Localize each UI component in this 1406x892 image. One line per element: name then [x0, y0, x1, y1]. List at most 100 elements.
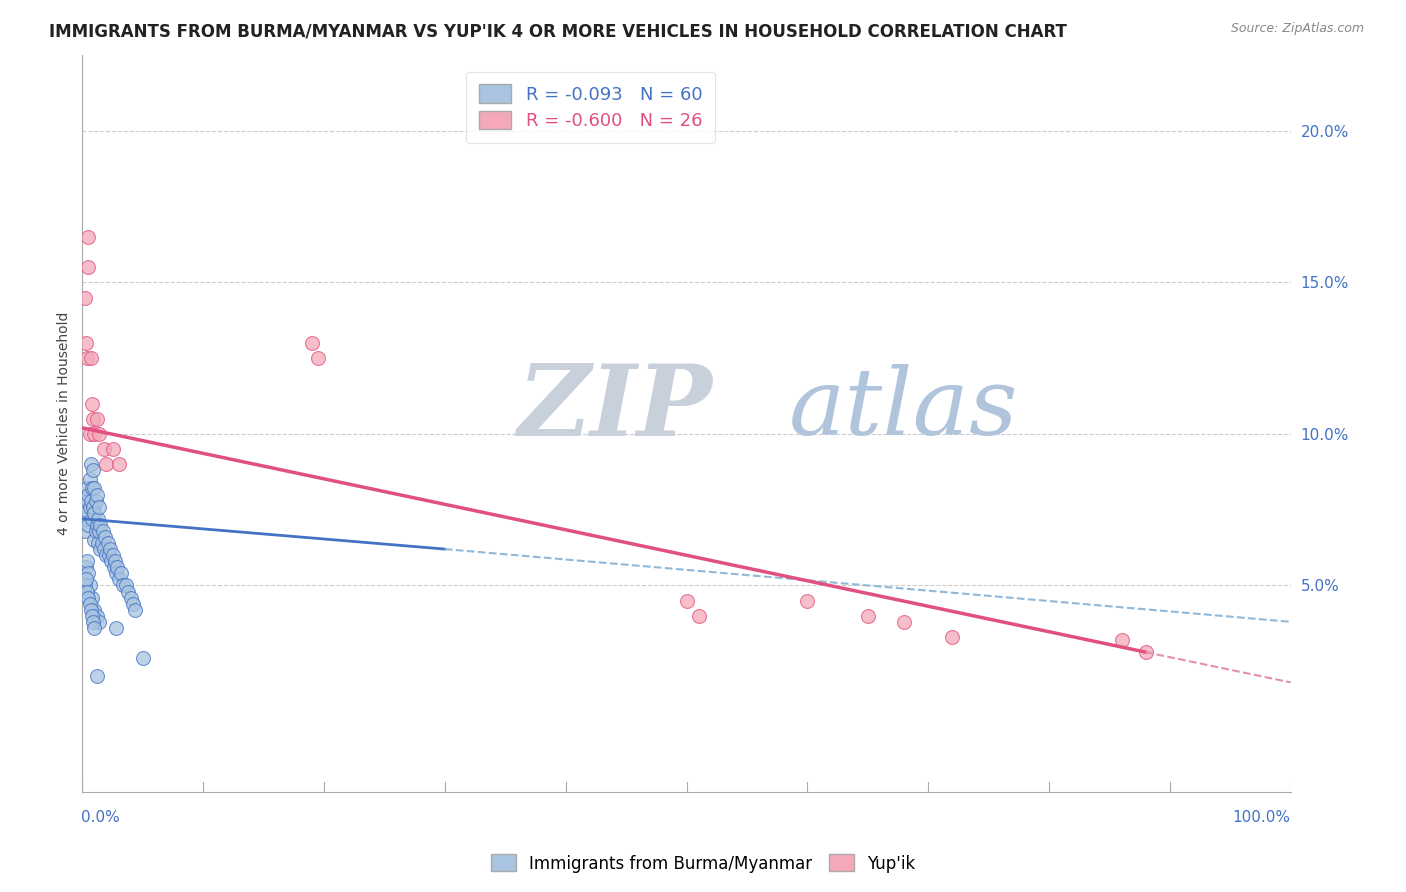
Point — [1111, 632, 1133, 647]
Point — [83, 482, 105, 496]
Point — [79, 472, 101, 486]
Point — [89, 524, 111, 538]
Point — [80, 493, 103, 508]
Point — [75, 560, 97, 574]
Point — [76, 493, 98, 508]
Point — [124, 603, 146, 617]
Point — [104, 554, 127, 568]
Point — [122, 597, 145, 611]
Point — [80, 482, 103, 496]
Point — [83, 426, 105, 441]
Point — [893, 615, 915, 629]
Point — [77, 230, 100, 244]
Point — [112, 578, 135, 592]
Point — [86, 517, 108, 532]
Point — [117, 584, 139, 599]
Point — [89, 426, 111, 441]
Text: IMMIGRANTS FROM BURMA/MYANMAR VS YUP'IK 4 OR MORE VEHICLES IN HOUSEHOLD CORRELAT: IMMIGRANTS FROM BURMA/MYANMAR VS YUP'IK … — [49, 22, 1067, 40]
Point — [80, 457, 103, 471]
Point — [84, 493, 107, 508]
Point — [76, 482, 98, 496]
Point — [89, 542, 111, 557]
Point — [688, 608, 710, 623]
Point — [796, 593, 818, 607]
Point — [79, 597, 101, 611]
Point — [941, 630, 963, 644]
Point — [79, 500, 101, 514]
Point — [84, 524, 107, 538]
Point — [114, 578, 136, 592]
Point — [86, 669, 108, 683]
Point — [76, 584, 98, 599]
Text: atlas: atlas — [789, 364, 1019, 454]
Point — [97, 548, 120, 562]
Point — [82, 500, 104, 514]
Point — [79, 426, 101, 441]
Point — [91, 524, 114, 538]
Point — [79, 578, 101, 592]
Point — [82, 411, 104, 425]
Point — [103, 560, 125, 574]
Point — [77, 591, 100, 605]
Point — [100, 554, 122, 568]
Point — [101, 548, 124, 562]
Legend: Immigrants from Burma/Myanmar, Yup'ik: Immigrants from Burma/Myanmar, Yup'ik — [484, 847, 922, 880]
Text: ZIP: ZIP — [517, 360, 713, 457]
Point — [89, 517, 111, 532]
Point — [101, 442, 124, 456]
Point — [94, 530, 117, 544]
Point — [76, 351, 98, 366]
Point — [80, 397, 103, 411]
Point — [96, 457, 118, 471]
Point — [105, 621, 128, 635]
Point — [105, 560, 128, 574]
Text: 0.0%: 0.0% — [82, 810, 120, 825]
Y-axis label: 4 or more Vehicles in Household: 4 or more Vehicles in Household — [58, 311, 72, 535]
Point — [75, 512, 97, 526]
Legend: R = -0.093   N = 60, R = -0.600   N = 26: R = -0.093 N = 60, R = -0.600 N = 26 — [465, 71, 714, 143]
Point — [93, 542, 115, 557]
Point — [80, 608, 103, 623]
Point — [73, 578, 96, 592]
Point — [89, 615, 111, 629]
Point — [82, 615, 104, 629]
Point — [301, 336, 323, 351]
Point — [856, 608, 879, 623]
Text: Source: ZipAtlas.com: Source: ZipAtlas.com — [1230, 22, 1364, 36]
Point — [96, 548, 118, 562]
Point — [80, 512, 103, 526]
Point — [75, 573, 97, 587]
Point — [80, 603, 103, 617]
Point — [77, 260, 100, 275]
Point — [120, 591, 142, 605]
Point — [73, 524, 96, 538]
Point — [77, 517, 100, 532]
Point — [107, 457, 129, 471]
Point — [86, 411, 108, 425]
Point — [132, 651, 155, 665]
Point — [307, 351, 329, 366]
Point — [83, 506, 105, 520]
Point — [80, 591, 103, 605]
Point — [93, 442, 115, 456]
Point — [110, 566, 132, 581]
Point — [87, 512, 110, 526]
Point — [82, 463, 104, 477]
Point — [86, 487, 108, 501]
Point — [83, 621, 105, 635]
Point — [675, 593, 697, 607]
Point — [87, 536, 110, 550]
Text: 100.0%: 100.0% — [1233, 810, 1291, 825]
Point — [90, 536, 112, 550]
Point — [75, 502, 97, 516]
Point — [97, 536, 120, 550]
Point — [83, 603, 105, 617]
Point — [80, 351, 103, 366]
Point — [98, 542, 121, 557]
Point — [107, 573, 129, 587]
Point — [75, 336, 97, 351]
Point — [77, 566, 100, 581]
Point — [1135, 645, 1157, 659]
Point — [86, 608, 108, 623]
Point — [73, 291, 96, 305]
